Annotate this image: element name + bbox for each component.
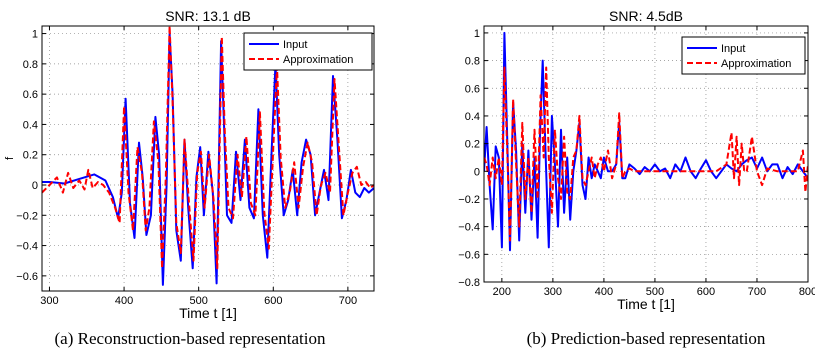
x-tick-label: 600 [264, 295, 282, 307]
axes-frame [41, 25, 375, 292]
legend-box [243, 32, 373, 71]
x-tick-label: 300 [544, 286, 562, 298]
y-tick-label: 0.4 [465, 111, 480, 123]
x-tick-label: 500 [646, 286, 664, 298]
y-tick-label: 0.6 [465, 83, 480, 95]
x-tick-label: 200 [493, 286, 511, 298]
x-tick-label: 700 [339, 295, 357, 307]
x-tick-label: 400 [115, 295, 133, 307]
chart-title: SNR: 4.5dB [609, 8, 683, 24]
legend-box [681, 36, 806, 75]
legend-label: Approximation [721, 58, 791, 70]
chart-2: 200 300 400 500 600 700 800 −0.8 −0.6 −0.4 −0.2 0 0.… [458, 8, 815, 348]
y-tick-label: −0.8 [458, 277, 480, 289]
legend-label: Input [721, 43, 745, 55]
y-tick-label: −0.6 [458, 249, 480, 261]
x-tick-label: 800 [799, 286, 815, 298]
y-tick-label: 0 [32, 180, 38, 192]
x-tick-label: 400 [595, 286, 613, 298]
figure-caption: (b) Prediction-based representation [527, 329, 766, 348]
series-line-approximation [484, 66, 808, 242]
axes-frame [483, 25, 809, 283]
y-tick-label: 1 [474, 28, 480, 40]
x-tick-label: 700 [748, 286, 766, 298]
y-axis-label: f [4, 156, 16, 160]
y-tick-label: 0.2 [23, 150, 38, 162]
y-tick-label: 0.4 [23, 119, 38, 131]
chart-1: 300 400 500 600 700 −0.6 −0.4 −0.2 0 0.2 0.4 0.6 0.8… [4, 8, 375, 348]
y-tick-label: 0.6 [23, 89, 38, 101]
x-axis-label: Time t [1] [179, 305, 237, 321]
y-tick-label: −0.4 [458, 222, 480, 234]
y-tick-label: 1 [32, 29, 38, 41]
y-tick-label: 0.8 [23, 59, 38, 71]
x-axis-label: Time t [1] [617, 296, 675, 312]
legend: Input Approximation [681, 36, 806, 75]
legend-label: Approximation [283, 54, 353, 66]
y-tick-label: 0.2 [465, 139, 480, 151]
y-tick-label: −0.2 [16, 210, 38, 222]
x-tick-label: 500 [189, 295, 207, 307]
y-tick-label: 0 [474, 166, 480, 178]
y-tick-label: −0.4 [16, 241, 38, 253]
legend: Input Approximation [243, 32, 373, 71]
figure-caption: (a) Reconstruction-based representation [55, 329, 326, 348]
legend-label: Input [283, 39, 307, 51]
series-line-approximation [42, 26, 374, 270]
y-tick-label: −0.2 [458, 194, 480, 206]
y-tick-label: −0.6 [16, 271, 38, 283]
x-tick-label: 300 [40, 295, 58, 307]
y-tick-label: 0.8 [465, 56, 480, 68]
chart-title: SNR: 13.1 dB [165, 8, 251, 24]
x-tick-label: 600 [697, 286, 715, 298]
